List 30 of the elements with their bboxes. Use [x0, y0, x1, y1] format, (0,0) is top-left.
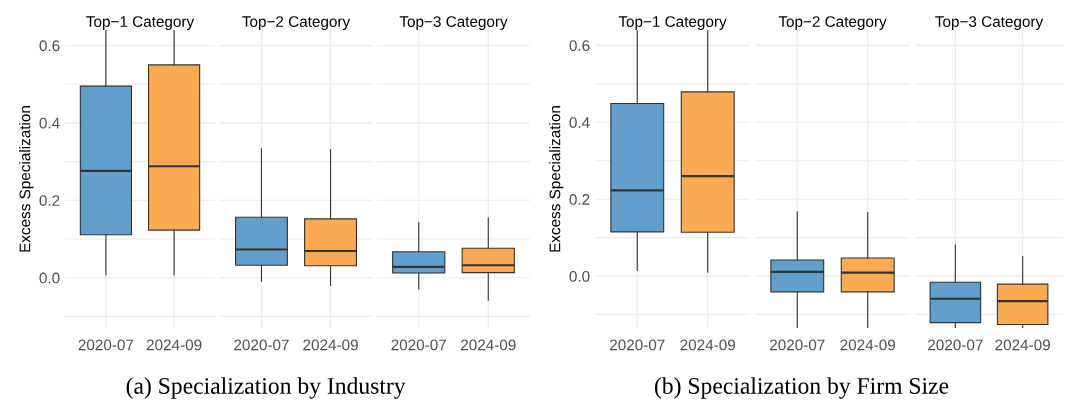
x-tick-label: 2024-09	[995, 339, 1050, 351]
x-tick-label: 2024-09	[680, 339, 736, 351]
y-axis-title: Excess Specialization	[549, 106, 564, 252]
x-tick-label: 2020-07	[610, 339, 665, 351]
y-tick-label: 0.4	[569, 117, 590, 128]
x-tick-label: 2020-07	[928, 339, 983, 351]
y-tick-label: 0.0	[39, 272, 60, 284]
x-tick-label: 2020-07	[770, 339, 825, 351]
text: (a) Specialization by Industry	[126, 377, 406, 399]
y-tick-label: 0.0	[569, 270, 590, 282]
y-tick-label: 0.6	[39, 40, 60, 52]
chart-title: Top−3 Category	[399, 16, 508, 30]
text: (b) Specialization by Firm Size	[655, 377, 949, 399]
chart-title: Top−2 Category	[778, 16, 887, 30]
x-tick-label: 2024-09	[840, 339, 896, 351]
y-tick-label: 0.6	[569, 40, 590, 52]
x-tick-label: 2024-09	[146, 339, 202, 351]
x-tick-label: 2020-07	[391, 339, 446, 351]
x-tick-label: 2024-09	[303, 339, 358, 351]
y-tick-label: 0.2	[569, 194, 590, 205]
chart-title: Top−1 Category	[618, 16, 727, 30]
x-tick-label: 2020-07	[78, 339, 134, 351]
y-tick-label: 0.4	[39, 117, 60, 129]
x-tick-label: 2020-07	[234, 339, 289, 351]
chart-title: Top−2 Category	[242, 16, 351, 30]
chart-title: Top−3 Category	[935, 16, 1044, 30]
y-axis-title: Excess Specialization	[19, 106, 34, 252]
chart-title: Top−1 Category	[86, 16, 195, 30]
x-tick-label: 2024-09	[461, 339, 516, 351]
y-tick-label: 0.2	[39, 195, 60, 206]
